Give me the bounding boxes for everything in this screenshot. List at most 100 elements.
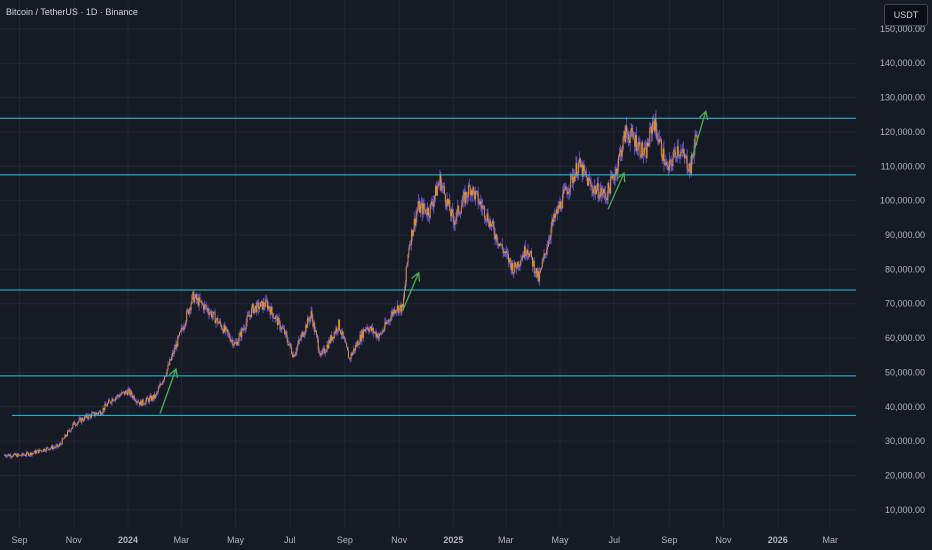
arrow-head xyxy=(698,110,709,121)
candle-body xyxy=(454,220,456,225)
candle-body xyxy=(7,454,9,456)
candle-body xyxy=(586,175,588,178)
candle-body xyxy=(487,213,489,223)
candle-body xyxy=(384,321,386,330)
candle-body xyxy=(669,159,671,161)
candle-body xyxy=(296,346,298,352)
candle-body xyxy=(243,328,245,331)
candle-body xyxy=(339,330,341,334)
candle-body xyxy=(483,206,485,218)
candle-body xyxy=(564,186,566,190)
candle-body xyxy=(486,213,488,221)
candle-body xyxy=(568,191,570,193)
candle-body xyxy=(506,251,508,254)
candle-body xyxy=(31,453,33,456)
candle-body xyxy=(686,156,688,169)
candle-body xyxy=(317,339,319,350)
candle-body xyxy=(77,421,79,423)
candle-body xyxy=(617,166,619,174)
candle-body xyxy=(625,125,627,142)
candle-body xyxy=(590,184,592,186)
chart-grid xyxy=(0,0,856,527)
candle-body xyxy=(339,319,341,331)
candle-body xyxy=(170,359,172,361)
candle-body xyxy=(37,450,39,453)
arrow-shaft xyxy=(690,111,707,160)
trend-arrow[interactable] xyxy=(402,271,421,311)
candle-body xyxy=(352,351,354,356)
candle-body xyxy=(395,310,397,311)
candle-body xyxy=(288,344,290,346)
candle-body xyxy=(529,253,531,257)
y-tick-label: 140,000.00 xyxy=(880,58,925,68)
candle-body xyxy=(75,424,77,426)
trend-arrow[interactable] xyxy=(690,110,709,160)
candle-body xyxy=(361,330,363,341)
candle-body xyxy=(603,189,605,194)
candle-body xyxy=(197,297,199,306)
candle-body xyxy=(362,330,364,338)
currency-selector[interactable]: USDT xyxy=(884,4,928,26)
candle-body xyxy=(606,198,608,200)
candle-body xyxy=(251,304,253,308)
x-tick-label: Sep xyxy=(661,535,677,545)
candle-body xyxy=(655,118,657,130)
candle-body xyxy=(544,253,546,255)
candle-body xyxy=(523,246,525,258)
trend-arrow[interactable] xyxy=(159,367,179,414)
candle-body xyxy=(462,194,464,203)
y-axis[interactable]: 10,000.00 20,000.00 30,000.00 40,000.00 50,0… xyxy=(880,24,925,515)
candle-body xyxy=(68,430,70,431)
candle-body xyxy=(63,438,65,440)
x-tick-label: Mar xyxy=(822,535,838,545)
candle-body xyxy=(88,414,90,419)
candle-body xyxy=(236,341,238,346)
candle-body xyxy=(115,396,117,398)
candle-body xyxy=(684,155,686,159)
candle-body xyxy=(443,186,445,188)
x-tick-label: Jul xyxy=(608,535,620,545)
candle-body xyxy=(566,190,568,195)
candle-body xyxy=(33,452,35,454)
candle-body xyxy=(332,336,334,339)
candle-body xyxy=(275,316,277,319)
x-tick-label: May xyxy=(227,535,245,545)
candle-body xyxy=(567,191,569,195)
candle-body xyxy=(522,255,524,259)
candle-body xyxy=(72,423,74,428)
candle-body xyxy=(84,416,86,418)
candle-body xyxy=(149,395,151,398)
candle-body xyxy=(365,328,367,330)
candle-body xyxy=(431,201,433,205)
candle-body xyxy=(295,351,297,354)
candle-body xyxy=(414,218,416,226)
candle-body xyxy=(244,328,246,330)
candle-body xyxy=(397,305,399,313)
candle-body xyxy=(306,324,308,328)
x-tick-label: 2025 xyxy=(443,535,463,545)
candle-body xyxy=(201,301,203,304)
candle-body xyxy=(596,183,598,190)
candle-body xyxy=(324,352,326,354)
candle-body xyxy=(143,403,145,405)
candle-body xyxy=(552,219,554,222)
candle-body xyxy=(584,170,586,172)
candle-body xyxy=(372,327,374,333)
candle-body xyxy=(263,302,265,307)
candle-body xyxy=(539,269,541,273)
candle-body xyxy=(165,374,167,376)
candle-body xyxy=(358,344,360,345)
x-axis[interactable]: Sep Nov 2024 Mar May Jul Sep Nov 2025 Mar May Jul Se… xyxy=(12,535,838,545)
candle-body xyxy=(570,174,572,189)
candle-body xyxy=(279,320,281,330)
candle-body xyxy=(576,163,578,177)
candle-body xyxy=(307,318,309,328)
candle-body xyxy=(172,352,174,355)
candle-body xyxy=(354,348,356,351)
candle-body xyxy=(283,328,285,330)
candle-body xyxy=(523,255,525,258)
candle-body xyxy=(413,218,415,230)
trend-arrow[interactable] xyxy=(607,171,626,210)
candle-body xyxy=(480,201,482,205)
